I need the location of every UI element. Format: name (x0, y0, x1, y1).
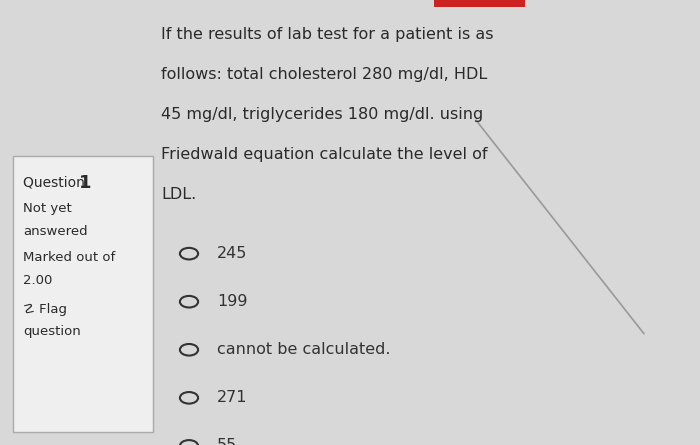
Text: 245: 245 (217, 246, 247, 261)
Text: question: question (23, 325, 80, 338)
Text: follows: total cholesterol 280 mg/dl, HDL: follows: total cholesterol 280 mg/dl, HD… (161, 67, 487, 82)
Text: If the results of lab test for a patient is as: If the results of lab test for a patient… (161, 27, 494, 42)
Text: answered: answered (23, 225, 88, 238)
Text: Marked out of: Marked out of (23, 251, 116, 264)
Text: Friedwald equation calculate the level of: Friedwald equation calculate the level o… (161, 147, 487, 162)
FancyBboxPatch shape (434, 0, 525, 7)
Text: 271: 271 (217, 390, 248, 405)
Text: LDL.: LDL. (161, 187, 196, 202)
Text: ☡ Flag: ☡ Flag (23, 303, 67, 316)
Text: Not yet: Not yet (23, 202, 72, 215)
FancyBboxPatch shape (13, 156, 153, 432)
Text: Question: Question (23, 176, 90, 190)
Text: 1: 1 (79, 174, 92, 191)
Text: 55: 55 (217, 438, 237, 445)
Text: 199: 199 (217, 294, 248, 309)
Text: 45 mg/dl, triglycerides 180 mg/dl. using: 45 mg/dl, triglycerides 180 mg/dl. using (161, 107, 483, 122)
Text: 2.00: 2.00 (23, 274, 52, 287)
Text: cannot be calculated.: cannot be calculated. (217, 342, 391, 357)
